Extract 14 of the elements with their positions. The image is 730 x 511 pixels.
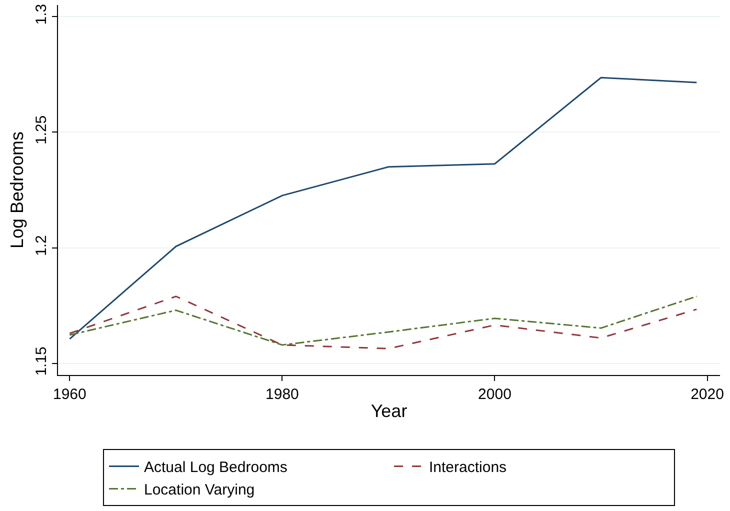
x-tick-label: 2020 — [690, 386, 724, 403]
y-tick-label: 1.2 — [33, 235, 50, 256]
y-tick-label: 1.3 — [33, 4, 50, 25]
y-tick-label: 1.25 — [33, 115, 50, 145]
legend-label: Location Varying — [144, 482, 255, 499]
y-tick-label: 1.15 — [33, 346, 50, 376]
line-series — [68, 76, 698, 340]
legend-label: Interactions — [429, 459, 507, 476]
x-tick-label: 2000 — [478, 386, 512, 403]
y-axis-title: Log Bedrooms — [7, 131, 28, 249]
x-tick-label: 1980 — [266, 386, 299, 403]
x-axis-title: Year — [370, 401, 408, 422]
x-tick-label: 1960 — [53, 386, 86, 403]
legend-label: Actual Log Bedrooms — [144, 459, 288, 476]
